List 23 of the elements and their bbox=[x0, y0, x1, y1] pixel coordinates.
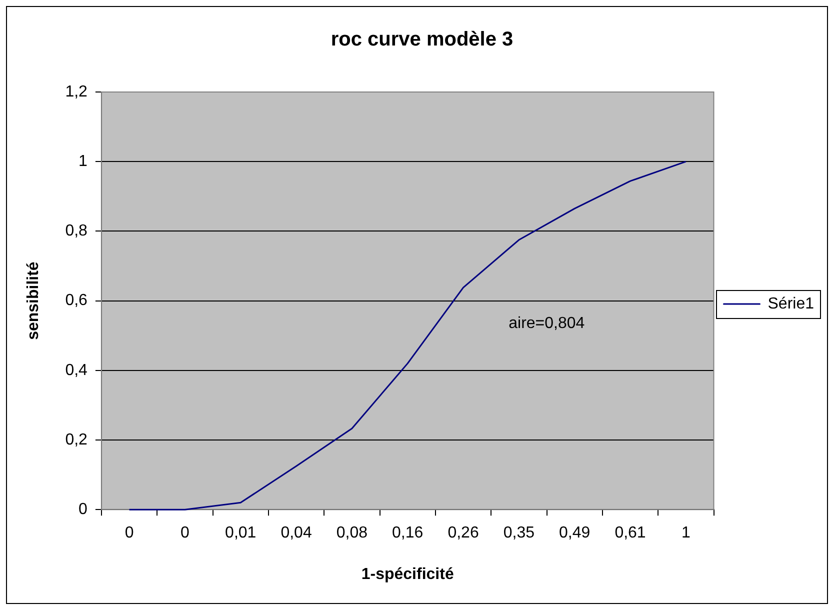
y-tick-label: 1,2 bbox=[65, 83, 88, 100]
y-tick-label: 0,2 bbox=[65, 431, 88, 448]
y-tick-label: 0,4 bbox=[65, 362, 88, 379]
x-axis-title: 1-spécificité bbox=[361, 566, 454, 583]
legend-label: Série1 bbox=[768, 295, 814, 312]
y-tick-label: 1 bbox=[78, 153, 88, 170]
x-tick-label: 0 bbox=[124, 524, 134, 542]
y-tick-label: 0 bbox=[78, 501, 88, 518]
x-tick-label: 0,08 bbox=[336, 524, 368, 542]
x-tick-label: 0,01 bbox=[225, 524, 256, 542]
x-tick-label: 1 bbox=[681, 524, 690, 542]
x-tick-label: 0,16 bbox=[392, 524, 424, 542]
y-axis-title: sensibilité bbox=[25, 262, 42, 340]
chart-title: roc curve modèle 3 bbox=[330, 28, 514, 51]
x-tick-label: 0,35 bbox=[503, 524, 535, 542]
x-tick-label: 0,04 bbox=[280, 524, 312, 542]
x-tick-label: 0,49 bbox=[559, 524, 590, 542]
y-tick-label: 0,8 bbox=[65, 222, 88, 240]
x-tick-label: 0 bbox=[180, 524, 190, 542]
x-tick-label: 0,26 bbox=[448, 524, 479, 542]
y-tick-label: 0,6 bbox=[65, 292, 88, 310]
annotation: aire=0,804 bbox=[508, 315, 585, 332]
x-tick-label: 0,61 bbox=[614, 524, 646, 542]
